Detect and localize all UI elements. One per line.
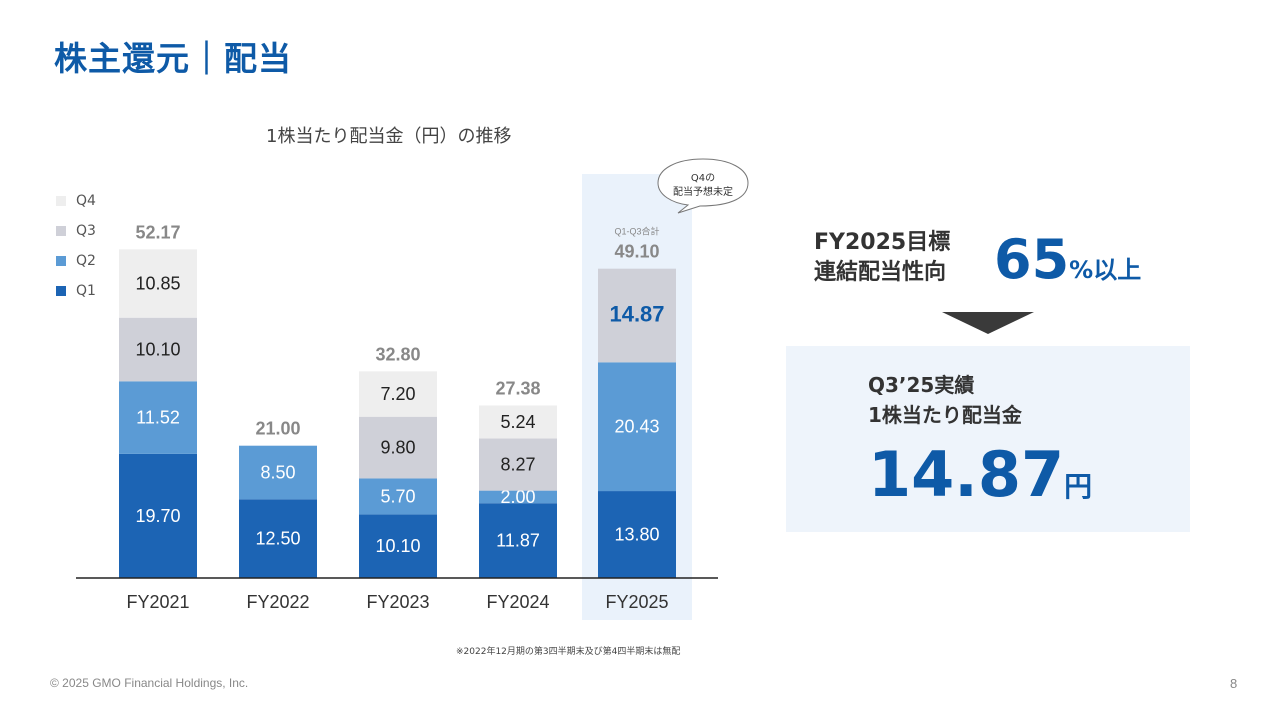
bubble-line-1: Q4の: [690, 173, 716, 184]
bar-fy2025-q3: [598, 268, 676, 363]
legend-swatch-q2: [56, 256, 66, 266]
data-label-fy2021-q1: 19.70: [135, 506, 180, 526]
legend-item-q3: Q3: [56, 216, 96, 246]
bar-fy2023-q2: [359, 478, 437, 515]
data-label-fy2023-q1: 10.10: [375, 536, 420, 556]
total-label-fy2023: 32.80: [375, 344, 420, 364]
x-tick-label-fy2022: FY2022: [246, 592, 309, 612]
bar-fy2021-q1: [119, 453, 197, 578]
bar-fy2023-q1: [359, 514, 437, 578]
data-label-fy2025-q3: 14.87: [609, 302, 664, 327]
x-tick-label-fy2025: FY2025: [605, 592, 668, 612]
bar-fy2021-q3: [119, 317, 197, 382]
bar-fy2024-q4: [479, 405, 557, 439]
footnote: ※2022年12月期の第3四半期末及び第4四半期末は無配: [456, 647, 681, 657]
speech-bubble: [657, 158, 749, 214]
legend-label-q4: Q4: [76, 193, 96, 209]
data-label-fy2025-q2: 20.43: [614, 417, 659, 437]
data-label-fy2021-q2: 11.52: [136, 408, 180, 428]
legend-label-q3: Q3: [76, 223, 96, 239]
data-label-fy2023-q2: 5.70: [380, 486, 415, 506]
bar-fy2024-q3: [479, 438, 557, 491]
bar-fy2024-q1: [479, 503, 557, 578]
page-title: 株主還元｜配当: [54, 39, 292, 78]
bubble-line-2: 配当予想未定: [673, 187, 733, 198]
data-label-fy2021-q3: 10.10: [135, 339, 180, 359]
result-value-number: 14.87: [868, 438, 1065, 511]
x-tick-label-fy2024: FY2024: [486, 592, 549, 612]
x-tick-label-fy2023: FY2023: [366, 592, 429, 612]
x-tick-label-fy2021: FY2021: [126, 592, 189, 612]
bar-fy2025-q2: [598, 362, 676, 492]
bar-fy2022-q2: [239, 445, 317, 500]
total-label-fy2025: 49.10: [614, 242, 659, 262]
result-label-line-2: 1株当たり配当金: [868, 403, 1022, 427]
chart-legend: Q4 Q3 Q2 Q1: [56, 186, 96, 306]
bar-fy2021-q4: [119, 249, 197, 318]
legend-item-q4: Q4: [56, 186, 96, 216]
bar-fy2023-q4: [359, 371, 437, 417]
down-arrow-icon: [942, 312, 1034, 334]
target-value-suffix: %以上: [1069, 256, 1142, 284]
copyright: © 2025 GMO Financial Holdings, Inc.: [50, 676, 249, 690]
target-label-line-1: FY2025目標: [814, 230, 951, 255]
bar-fy2025-q1: [598, 491, 676, 578]
legend-swatch-q1: [56, 286, 66, 296]
data-label-fy2024-q3: 8.27: [500, 455, 535, 475]
legend-swatch-q3: [56, 226, 66, 236]
legend-item-q2: Q2: [56, 246, 96, 276]
data-label-fy2022-q2: 8.50: [260, 462, 295, 482]
target-payout-ratio: 65%以上: [994, 228, 1141, 292]
legend-item-q1: Q1: [56, 276, 96, 306]
bar-fy2021-q2: [119, 381, 197, 454]
data-label-fy2024-q1: 11.87: [496, 531, 540, 551]
total-label-fy2024: 27.38: [495, 379, 540, 399]
data-label-fy2023-q3: 9.80: [380, 438, 415, 458]
target-value-number: 65: [994, 228, 1070, 291]
result-value-unit: 円: [1064, 470, 1093, 503]
result-label-line-1: Q3’25実績: [868, 373, 975, 397]
total-label-fy2021: 52.17: [135, 222, 180, 242]
legend-label-q2: Q2: [76, 253, 96, 269]
bar-fy2024-q2: [479, 490, 557, 504]
chart-title: 1株当たり配当金（円）の推移: [266, 126, 512, 147]
bar-fy2022-q1: [239, 499, 317, 578]
legend-swatch-q4: [56, 196, 66, 206]
result-dividend-value: 14.87円: [868, 438, 1092, 512]
total-note-fy2025: Q1-Q3合計: [614, 226, 659, 237]
data-label-fy2023-q4: 7.20: [380, 384, 415, 404]
legend-label-q1: Q1: [76, 283, 96, 299]
total-label-fy2022: 21.00: [255, 419, 300, 439]
data-label-fy2025-q1: 13.80: [614, 525, 659, 545]
bar-fy2023-q3: [359, 416, 437, 479]
speech-bubble-text: Q4の 配当予想未定: [652, 172, 754, 200]
page-number: 8: [1230, 676, 1238, 691]
data-label-fy2024-q2: 2.00: [500, 487, 535, 507]
data-label-fy2021-q4: 10.85: [135, 274, 180, 294]
result-box: Q3’25実績 1株当たり配当金 14.87円: [786, 346, 1190, 532]
data-label-fy2024-q4: 5.24: [500, 412, 535, 432]
result-label: Q3’25実績 1株当たり配当金: [868, 370, 1022, 430]
target-label-line-2: 連結配当性向: [814, 260, 947, 285]
target-label: FY2025目標 連結配当性向: [814, 228, 950, 288]
data-label-fy2022-q1: 12.50: [255, 529, 300, 549]
